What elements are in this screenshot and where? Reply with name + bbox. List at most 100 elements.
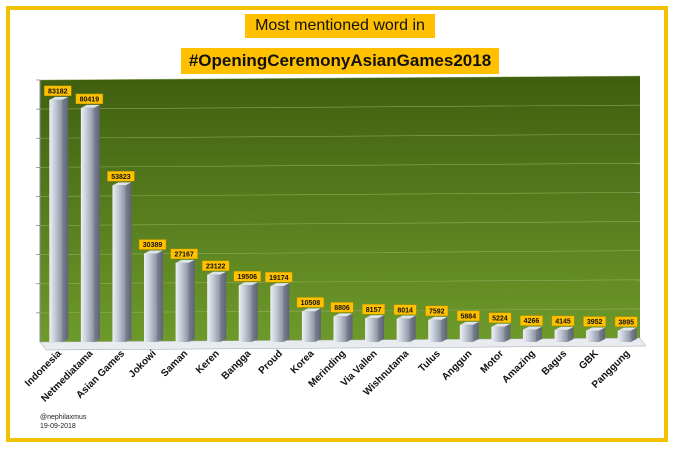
x-tick-label: Keren <box>194 348 222 376</box>
bar <box>270 286 284 342</box>
data-label-box <box>107 171 135 182</box>
bar-top <box>396 315 416 319</box>
bar <box>301 311 315 342</box>
gridline <box>39 163 641 168</box>
data-label: 8806 <box>334 305 350 312</box>
data-label-box <box>488 312 512 323</box>
x-tick-label: Proud <box>257 348 285 376</box>
title-text-1: Most mentioned word in <box>245 14 435 38</box>
bar-side <box>188 259 195 342</box>
bar <box>144 253 158 342</box>
data-label: 30389 <box>143 242 163 249</box>
bar-side <box>472 321 479 342</box>
data-label-box <box>265 271 293 283</box>
x-tick-label: Jokowi <box>127 348 159 380</box>
bar <box>112 185 126 342</box>
title-line-2: #OpeningCeremonyAsianGames2018 <box>0 48 680 74</box>
bar <box>491 326 505 342</box>
bar-top <box>586 327 606 331</box>
x-tick-label: GBK <box>577 348 601 372</box>
gridline <box>39 192 641 197</box>
x-tick-label: Korea <box>289 348 317 376</box>
bar <box>428 319 442 342</box>
bar-top <box>617 327 637 331</box>
author-handle: @nephilaxmus <box>40 414 87 421</box>
bar <box>80 107 94 342</box>
data-label: 19506 <box>238 274 258 281</box>
gridline <box>39 104 641 110</box>
data-label-box <box>330 302 354 313</box>
data-label-box <box>614 316 638 327</box>
x-tick-label: Tulus <box>417 348 443 374</box>
bar-side <box>504 323 511 342</box>
bar <box>396 318 410 342</box>
bar <box>175 262 189 342</box>
x-tick-label: Bagus <box>540 348 570 378</box>
gridline <box>39 250 641 255</box>
bar-top <box>522 326 542 330</box>
data-label: 10508 <box>301 300 321 307</box>
data-label: 27167 <box>174 252 194 259</box>
x-tick-label: Saman <box>159 348 190 379</box>
author-date: 19-09-2018 <box>40 423 76 430</box>
bar <box>365 318 379 342</box>
x-tick-label: Bangga <box>220 348 254 382</box>
gridline <box>39 279 641 285</box>
data-label-box <box>170 248 198 260</box>
gridline <box>39 133 641 139</box>
data-label: 23122 <box>206 263 226 270</box>
data-label: 80419 <box>80 96 100 103</box>
gridline <box>39 221 641 226</box>
bar-top <box>301 308 321 312</box>
x-tick-label: Amazing <box>500 348 537 385</box>
x-tick-label: Motor <box>479 348 506 375</box>
data-label-box <box>362 304 385 315</box>
bar-side <box>251 282 258 342</box>
bar-side <box>378 315 385 342</box>
bar-top <box>238 282 258 286</box>
bar-top <box>554 326 574 330</box>
bar-top <box>491 323 511 327</box>
bar-side <box>630 327 637 342</box>
bar <box>617 330 631 342</box>
bar-top <box>207 271 227 275</box>
gridline <box>39 75 641 81</box>
hashtag-title: #OpeningCeremonyAsianGames2018 <box>180 48 500 74</box>
bar-top <box>80 104 100 108</box>
bar-top <box>428 316 448 320</box>
bar-top <box>112 182 132 186</box>
data-label-box <box>425 305 449 317</box>
bar <box>333 316 347 342</box>
bar-side <box>409 315 416 342</box>
bar-side <box>220 271 227 342</box>
bar <box>238 285 252 342</box>
data-label-box <box>75 93 104 105</box>
bar <box>459 324 473 342</box>
data-label-box <box>44 85 72 97</box>
data-label: 3952 <box>587 319 603 326</box>
data-label: 8014 <box>397 307 413 314</box>
data-label-box <box>551 315 575 327</box>
bar-top <box>270 283 290 287</box>
bar-side <box>125 182 132 342</box>
bar-top <box>175 259 195 263</box>
bar-side <box>314 308 321 342</box>
bar-top <box>333 313 353 317</box>
data-label-box <box>138 239 167 250</box>
data-label-box <box>520 315 543 326</box>
title-line-1: Most mentioned word in <box>0 14 680 38</box>
bar-side <box>283 283 290 342</box>
bar-side <box>567 326 574 342</box>
bar <box>554 329 568 342</box>
data-label-box <box>233 271 261 282</box>
bar-top <box>459 321 479 325</box>
bar-side <box>599 327 606 342</box>
data-label: 7592 <box>429 308 445 315</box>
data-label-box <box>296 297 325 308</box>
bar-side <box>346 313 353 342</box>
bar-side <box>535 326 542 342</box>
data-label-box <box>456 310 480 322</box>
data-label: 8157 <box>366 307 382 314</box>
bar-side <box>157 250 164 342</box>
